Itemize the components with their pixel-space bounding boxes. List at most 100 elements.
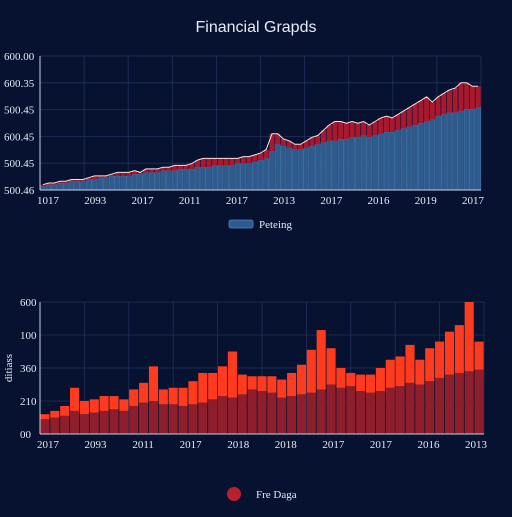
x-tick-label: 2017	[322, 439, 345, 451]
x-tick-label: 2013	[273, 195, 296, 207]
bar-series-2	[474, 341, 484, 370]
bar-series-1	[395, 386, 405, 434]
bar-series-1	[326, 384, 336, 434]
y-axis-label: ditiass	[3, 354, 15, 382]
bar-series-1	[40, 419, 50, 434]
bar-series-2	[361, 121, 367, 136]
bar-series-1	[99, 410, 109, 434]
bar-series-2	[326, 348, 336, 385]
bar-series-1	[418, 123, 424, 191]
y-tick-label: 600.00	[4, 51, 35, 63]
bar-series-2	[212, 158, 218, 166]
bar-series-1	[194, 166, 201, 191]
bar-series-1	[252, 161, 258, 191]
x-tick-label: 2011	[132, 439, 154, 451]
bar-series-2	[406, 107, 412, 127]
bar-series-1	[74, 181, 80, 191]
bar-series-2	[332, 121, 338, 141]
bar-series-1	[114, 175, 121, 191]
bar-series-1	[412, 124, 418, 191]
bar-series-1	[89, 412, 99, 434]
bar-series-1	[306, 392, 316, 434]
bar-series-1	[198, 402, 208, 434]
bar-series-1	[85, 179, 92, 191]
bar-series-2	[415, 359, 425, 385]
bar-series-2	[315, 135, 321, 145]
bar-series-2	[80, 179, 86, 182]
bar-series-2	[143, 168, 149, 173]
bar-series-1	[223, 165, 229, 191]
bar-series-2	[275, 133, 281, 145]
x-tick-label: 2017	[37, 439, 60, 451]
bar-series-2	[458, 82, 464, 111]
bar-series-1	[91, 179, 98, 191]
bar-series-1	[444, 374, 455, 434]
bar-series-2	[158, 389, 168, 405]
bar-series-1	[366, 137, 373, 191]
bar-series-1	[336, 387, 346, 434]
bar-series-2	[326, 124, 332, 141]
y-tick-label: 600.45	[4, 131, 35, 143]
x-tick-label: 2011	[179, 195, 201, 207]
bar-series-1	[441, 114, 447, 191]
bar-series-1	[454, 372, 464, 434]
bars	[40, 302, 484, 434]
bar-series-1	[257, 391, 267, 434]
bar-series-1	[297, 149, 304, 191]
bar-series-1	[200, 166, 206, 191]
bar-series-2	[60, 405, 70, 416]
bar-series-1	[423, 121, 430, 191]
y-tick-label: 500.45	[4, 158, 35, 170]
bar-series-2	[316, 330, 326, 390]
bar-series-2	[154, 168, 160, 173]
bar-series-1	[206, 166, 212, 191]
bar-series-1	[80, 181, 86, 191]
total-outline	[42, 82, 479, 186]
bar-series-1	[234, 163, 241, 191]
top-chart: 600.00 600.35 500.45 600.45 500.45 500.461017…	[4, 51, 485, 231]
bar-series-2	[306, 349, 316, 393]
bar-series-2	[464, 82, 470, 110]
bar-series-1	[217, 396, 228, 434]
bar-series-1	[320, 142, 327, 191]
x-tick-label: 1017	[37, 195, 60, 207]
bar-series-2	[40, 184, 46, 187]
bottom-chart: 600 100 360 210 00 2017 2093 2011 2017 2018 2018 20…	[3, 297, 488, 501]
bar-series-2	[194, 160, 201, 168]
bar-series-1	[103, 177, 109, 191]
bar-series-1	[160, 170, 166, 191]
bar-series-1	[287, 396, 297, 434]
bar-series-2	[452, 88, 458, 113]
bar-series-1	[208, 399, 218, 434]
bar-series-1	[337, 138, 344, 191]
bar-series-1	[247, 389, 257, 434]
bar-series-2	[109, 396, 119, 410]
bar-series-2	[166, 167, 172, 171]
bar-series-1	[309, 145, 315, 191]
bar-series-1	[292, 149, 298, 191]
x-tick-label: 2018	[227, 439, 250, 451]
bar-series-1	[425, 381, 435, 434]
bar-series-1	[183, 168, 189, 191]
bar-series-2	[188, 381, 198, 405]
bar-series-2	[79, 401, 89, 415]
bar-series-1	[126, 175, 132, 191]
x-tick-label: 2017	[370, 439, 393, 451]
x-tick-label: 2019	[415, 195, 438, 207]
bar-series-1	[69, 410, 80, 434]
bar-series-2	[424, 96, 430, 122]
bar-series-1	[143, 172, 149, 191]
bar-series-2	[74, 179, 80, 182]
bar-series-2	[355, 123, 361, 138]
legend-swatch	[228, 219, 254, 229]
bar-series-2	[50, 410, 60, 418]
bar-series-2	[375, 368, 385, 392]
bar-series-1	[464, 371, 474, 434]
bar-series-2	[51, 182, 57, 185]
bar-series-1	[463, 108, 470, 191]
bar-series-2	[435, 341, 445, 378]
bar-series-1	[280, 145, 287, 191]
bar-series-1	[131, 173, 138, 191]
bar-series-2	[280, 139, 286, 147]
bar-series-1	[475, 107, 481, 191]
